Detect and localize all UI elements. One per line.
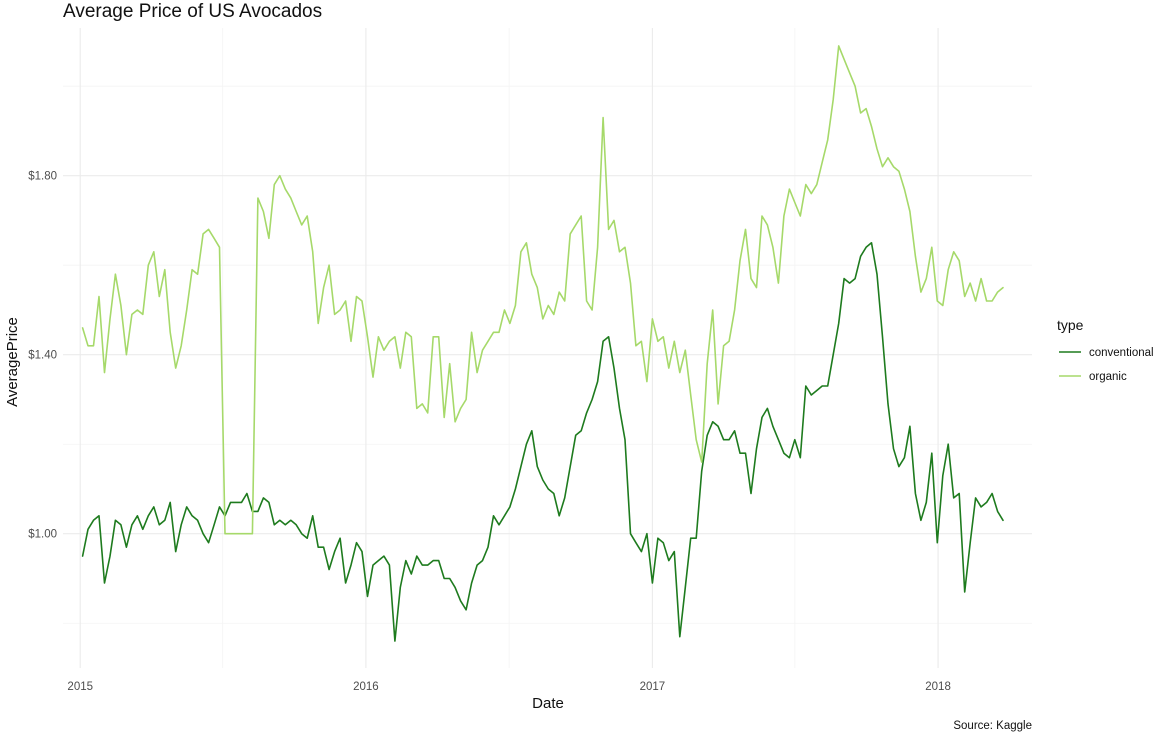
series-lines bbox=[81, 45, 1004, 642]
legend-label-conventional: conventional bbox=[1089, 347, 1154, 359]
chart-title: Average Price of US Avocados bbox=[63, 1, 322, 22]
y-tick-label: $1.00 bbox=[28, 529, 57, 541]
legend-title: type bbox=[1057, 317, 1084, 333]
grid bbox=[63, 28, 1032, 668]
x-tick-label: 2018 bbox=[925, 681, 951, 693]
legend-label-organic: organic bbox=[1089, 371, 1127, 383]
y-tick-label: $1.40 bbox=[28, 350, 57, 362]
series-line-organic bbox=[81, 45, 1004, 535]
source-caption: Source: Kaggle bbox=[953, 720, 1032, 732]
x-tick-label: 2015 bbox=[67, 681, 93, 693]
x-axis-title: Date bbox=[532, 695, 564, 712]
x-axis: 2015 2016 2017 2018 bbox=[67, 681, 950, 693]
y-tick-label: $1.80 bbox=[28, 171, 57, 183]
y-axis-title: AveragePrice bbox=[4, 317, 21, 407]
series-line-conventional bbox=[81, 242, 1004, 642]
y-axis: $1.00 $1.40 $1.80 bbox=[28, 171, 57, 541]
x-tick-label: 2016 bbox=[353, 681, 379, 693]
x-tick-label: 2017 bbox=[640, 681, 666, 693]
legend: type conventional organic bbox=[1057, 317, 1154, 383]
